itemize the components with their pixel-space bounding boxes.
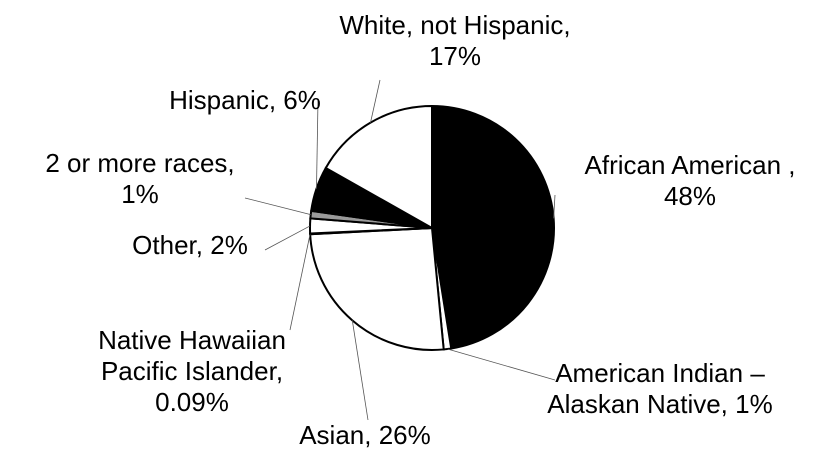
category-label: Hispanic, <box>169 85 277 115</box>
pie-slice <box>324 104 433 230</box>
category-label: Other, <box>132 230 203 260</box>
category-label: African American , <box>584 150 796 180</box>
category-label: 2 or more races, <box>45 148 235 178</box>
leader-line <box>289 233 311 331</box>
data-label: Native Hawaiian Pacific Islander, 0.09% <box>75 325 310 418</box>
data-label: African American , 48% <box>540 150 830 212</box>
pie-slice <box>309 226 445 351</box>
category-label: Native Hawaiian Pacific Islander, <box>98 325 286 386</box>
data-label: Asian, 26% <box>265 420 465 451</box>
leader-line <box>264 225 311 251</box>
pie-slice <box>431 104 555 350</box>
data-label: Hispanic, 6% <box>135 85 355 116</box>
value-label: 6% <box>283 85 321 115</box>
value-label: 2% <box>210 230 248 260</box>
leader-line <box>447 348 556 381</box>
value-label: 0.09% <box>155 387 229 417</box>
leader-line <box>244 197 311 215</box>
data-label: White, not Hispanic, 17% <box>295 10 615 72</box>
category-label: White, not Hispanic, <box>339 10 571 40</box>
value-label: 17% <box>428 41 482 71</box>
category-label: American Indian – Alaskan Native, <box>547 358 765 419</box>
leader-line <box>370 79 381 123</box>
value-label: 48% <box>663 181 717 211</box>
value-label: 1% <box>735 389 773 419</box>
value-label: 26% <box>378 420 431 450</box>
value-label: 1% <box>121 179 159 209</box>
leader-line <box>553 194 556 219</box>
leader-line <box>351 320 369 421</box>
leader-line <box>316 99 319 189</box>
data-label: Other, 2% <box>90 230 290 261</box>
data-label: American Indian – Alaskan Native, 1% <box>518 358 803 420</box>
category-label: Asian, <box>299 420 372 450</box>
data-label: 2 or more races, 1% <box>0 148 280 210</box>
